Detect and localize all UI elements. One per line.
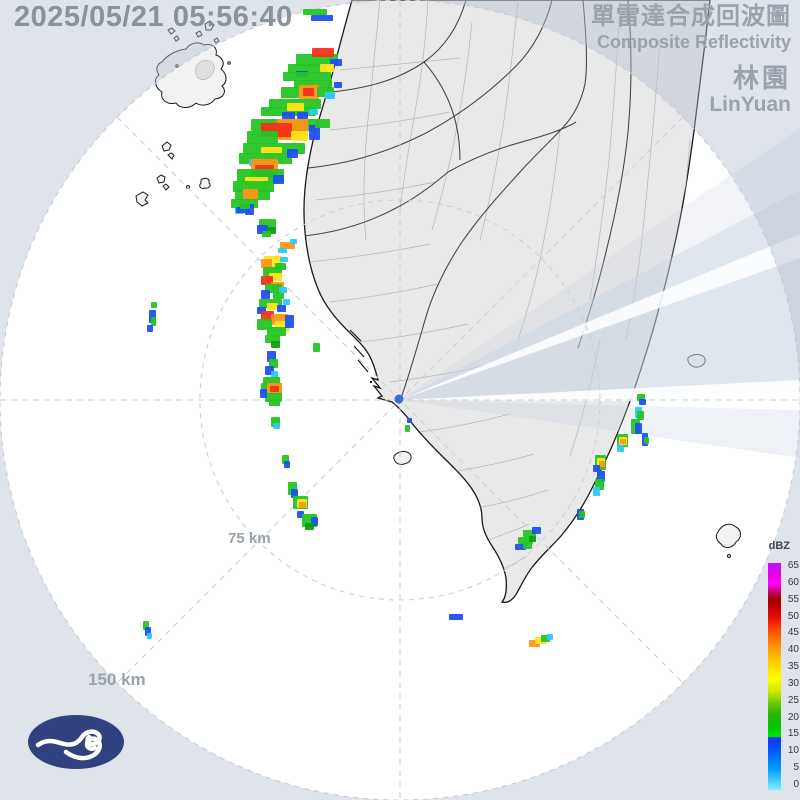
timestamp: 2025/05/21 05:56:40 [14, 1, 293, 33]
beam-blockage-sector [400, 128, 800, 458]
ring-label-75km: 75 km [228, 530, 271, 547]
orchid-island [715, 523, 741, 548]
product-title-en: Composite Reflectivity [596, 31, 791, 52]
title-block: 單雷達合成回波圖 Composite Reflectivity 林園 LinYu… [591, 3, 791, 117]
dbz-legend: dBZ 65 60 55 50 45 40 35 30 25 20 15 10 5 0 [768, 540, 799, 790]
harbor-marks [349, 329, 369, 373]
station-name-en: LinYuan [709, 93, 791, 117]
ring-label-150km: 150 km [88, 670, 146, 689]
legend-unit-label: dBZ [768, 540, 790, 552]
cwb-logo-wave [35, 729, 102, 761]
legend-color-bar [768, 563, 781, 790]
penghu-islands [135, 20, 231, 207]
harbor-dot [369, 380, 373, 384]
liuqiu-island [393, 451, 412, 465]
cwb-logo [28, 715, 124, 769]
product-title-zh: 單雷達合成回波圖 [591, 3, 791, 30]
station-name-zh: 林園 [732, 63, 791, 94]
radar-site-marker [394, 394, 404, 404]
